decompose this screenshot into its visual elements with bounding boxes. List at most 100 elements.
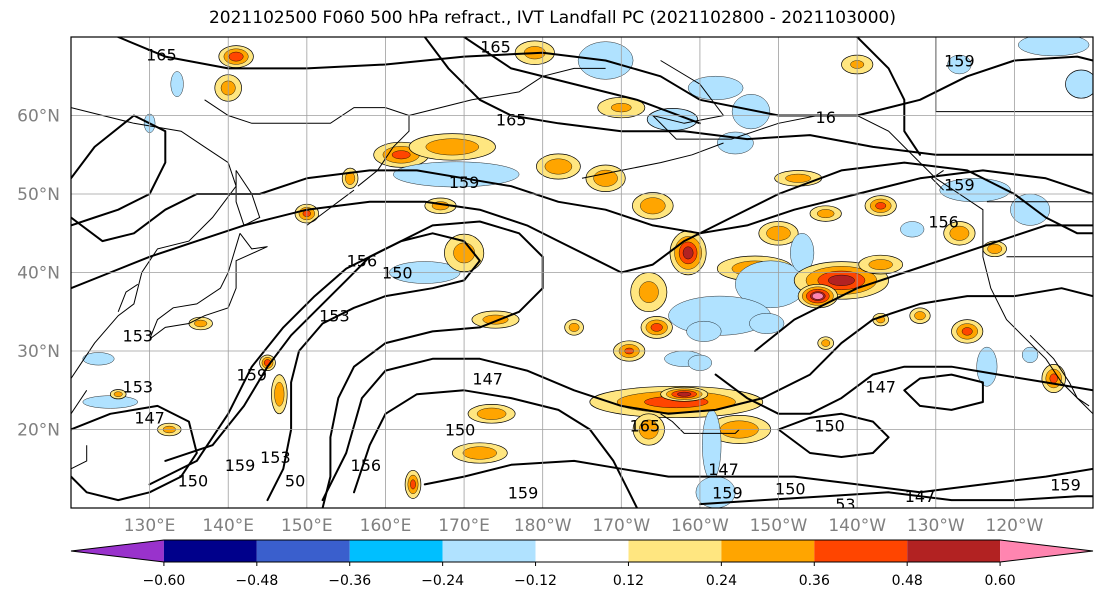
contour-line	[71, 169, 1093, 243]
colorbar-swatch	[535, 540, 629, 562]
ivt-blob	[774, 170, 823, 187]
contour-label: 156	[928, 213, 959, 232]
ivt-level-fill	[947, 54, 972, 75]
contour-label: 159	[712, 483, 743, 502]
ivt-blob	[749, 313, 785, 334]
ivt-level-fill	[900, 221, 925, 238]
contour-line	[777, 412, 890, 458]
ivt-blob	[632, 192, 674, 220]
ivt-blob	[585, 164, 626, 192]
ivt-blob	[1065, 69, 1093, 99]
contour-line	[353, 389, 638, 508]
ivt-level-fill	[113, 391, 123, 397]
coastline	[71, 107, 237, 380]
coastline	[581, 142, 724, 179]
lon-tick-label: 130°W	[907, 516, 965, 536]
contour-label: 147	[865, 377, 896, 396]
ivt-blob	[809, 205, 842, 222]
lat-tick-label: 40°N	[17, 264, 60, 284]
colorbar-tick-label: −0.24	[421, 573, 464, 589]
ivt-blob	[471, 310, 520, 329]
ivt-blob	[640, 316, 673, 339]
contour-label: 165	[480, 37, 511, 56]
coastline	[660, 413, 740, 434]
ivt-level-fill	[274, 382, 285, 407]
ivt-level-fill	[976, 346, 998, 387]
coastline	[204, 99, 410, 187]
ivt-blob	[951, 319, 984, 344]
ivt-level-fill	[410, 479, 416, 490]
ivt-blob	[630, 272, 668, 313]
ivt-level-fill	[82, 352, 115, 366]
contour-label: 159	[508, 483, 539, 502]
ivt-level-fill	[731, 94, 771, 130]
longitude-tick-labels: 130°E 140°E 150°E 160°E 170°E 180°W 170°W 160°W…	[124, 516, 1044, 536]
ivt-blob	[188, 316, 213, 331]
colorbar-swatch	[907, 540, 1001, 562]
ivt-level-fill	[677, 391, 692, 397]
ivt-level-fill	[393, 161, 520, 188]
ivt-blob	[695, 476, 736, 508]
colorbar-swatch	[349, 540, 443, 562]
colorbar-swatch	[71, 540, 164, 562]
ivt-blob	[564, 319, 584, 336]
contour-label: 147	[134, 409, 165, 428]
ivt-level-fill	[476, 407, 507, 420]
ivt-level-fill	[1065, 69, 1093, 99]
ivt-blob	[943, 221, 976, 246]
ivt-level-fill	[687, 75, 744, 100]
contour-line	[71, 161, 1093, 290]
contour-line	[117, 37, 1093, 117]
ivt-blob	[536, 153, 581, 180]
coastline	[408, 67, 606, 116]
ivt-blob	[790, 233, 815, 273]
ivt-blob	[797, 283, 838, 309]
ivt-level-fill	[544, 158, 573, 175]
ivt-blob	[1018, 37, 1090, 57]
colorbar: −0.60 −0.48 −0.36 −0.24 −0.12 0.12 0.24 0.36 0.4…	[70, 539, 1094, 589]
contour-label: 159	[1050, 475, 1081, 494]
coastline	[71, 445, 88, 470]
latitude-tick-labels: 20°N 30°N 40°N 50°N 60°N	[17, 107, 60, 441]
ivt-level-fill	[1018, 37, 1090, 57]
ivt-level-fill	[228, 51, 244, 62]
ivt-level-fill	[961, 327, 973, 336]
lat-tick-label: 20°N	[17, 421, 60, 441]
lon-tick-label: 120°W	[986, 516, 1044, 536]
colorbar-tick-label: 0.12	[613, 573, 644, 589]
lat-tick-label: 60°N	[17, 107, 60, 127]
ivt-level-fill	[425, 138, 479, 156]
colorbar-tick-label: 0.24	[706, 573, 737, 589]
contour-label: 159	[237, 366, 268, 385]
ivt-level-fill	[949, 225, 970, 241]
ivt-level-fill	[170, 71, 184, 97]
colorbar-swatch	[1000, 540, 1093, 562]
ivt-blob	[731, 94, 771, 130]
gridlines	[71, 37, 1093, 508]
coastline	[117, 283, 139, 312]
ivt-level-fill	[785, 173, 812, 183]
ivt-level-fill	[686, 320, 722, 342]
contour-label: 150	[775, 479, 806, 498]
ivt-level-fill	[1021, 346, 1039, 363]
colorbar-tick-label: 0.48	[892, 573, 923, 589]
ivt-blob	[976, 346, 998, 387]
ivt-level-fill	[593, 169, 618, 187]
lon-tick-label: 130°E	[124, 516, 176, 536]
ivt-level-fill	[717, 131, 754, 155]
ivt-level-fill	[391, 150, 411, 160]
contour-label: 165	[630, 417, 661, 436]
contour-label: 159	[944, 52, 975, 71]
ivt-blob	[1041, 364, 1066, 393]
ivt-blob	[218, 45, 254, 68]
ivt-blob	[864, 195, 897, 217]
ivt-level-fill	[640, 197, 666, 215]
ivt-level-fill	[194, 319, 208, 328]
ivt-blob	[669, 230, 707, 276]
chart-title: 2021102500 F060 500 hPa refract., IVT La…	[208, 8, 896, 28]
lon-tick-label: 150°W	[750, 516, 808, 536]
contour-label: 153	[123, 377, 154, 396]
ivt-blob	[467, 404, 516, 424]
contour-label: 153	[260, 448, 291, 467]
ivt-level-fill	[828, 274, 855, 286]
